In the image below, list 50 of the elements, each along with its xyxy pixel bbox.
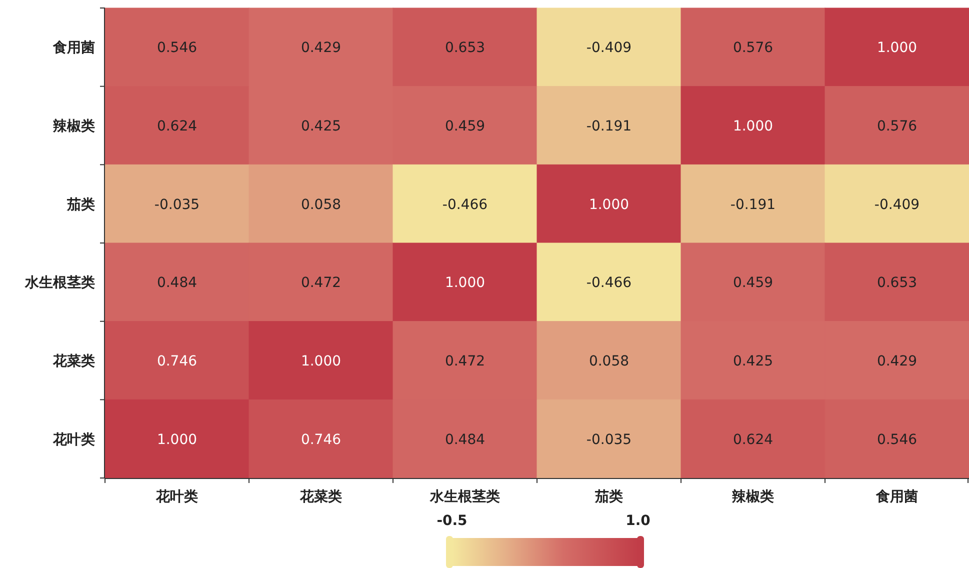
data-label: -0.191	[586, 118, 632, 134]
data-label: 0.484	[444, 432, 486, 448]
data-label: 1.000	[588, 196, 630, 213]
x-tick-label: 花菜类	[299, 489, 342, 505]
data-label: 1.000	[444, 275, 486, 292]
data-label: 0.624	[732, 432, 774, 448]
data-label: 0.425	[300, 118, 342, 134]
x-tick-label: 辣椒类	[731, 489, 774, 505]
data-label: -0.409	[874, 196, 920, 213]
data-label: 0.425	[732, 354, 774, 370]
y-tick-label: 辣椒类	[52, 118, 95, 134]
data-label: 0.459	[732, 275, 774, 292]
data-label: 0.546	[156, 40, 198, 56]
data-label: 0.576	[876, 118, 918, 134]
data-label: 0.484	[156, 275, 198, 292]
data-label: -0.466	[586, 275, 632, 292]
data-label: 0.653	[444, 40, 486, 56]
data-label: 0.624	[156, 118, 198, 134]
x-tick-label: 食用菌	[875, 489, 918, 505]
data-label: -0.191	[730, 196, 776, 213]
y-tick-label: 茄类	[66, 196, 95, 213]
data-label: 0.546	[876, 432, 918, 448]
data-label: 1.000	[732, 118, 774, 134]
data-label: 0.746	[300, 432, 342, 448]
color-bar-label: 1.0	[626, 513, 651, 529]
data-label: 1.000	[300, 354, 342, 370]
data-label: 1.000	[876, 40, 918, 56]
y-tick-label: 花叶类	[52, 432, 95, 448]
data-label: 0.058	[588, 354, 630, 370]
color-bar-label: -0.5	[436, 513, 468, 529]
y-tick-label: 食用菌	[52, 40, 95, 56]
data-label: 1.000	[156, 432, 198, 448]
data-label: 0.653	[876, 275, 918, 292]
data-label: -0.035	[154, 196, 200, 213]
y-tick-label: 水生根茎类	[24, 275, 95, 292]
data-label: 0.472	[300, 275, 342, 292]
data-label: 0.576	[732, 40, 774, 56]
data-label: -0.035	[586, 432, 632, 448]
y-tick-label: 花菜类	[52, 354, 95, 370]
data-label: 0.058	[300, 196, 342, 213]
data-label: 0.429	[300, 40, 342, 56]
data-label: -0.466	[442, 196, 488, 213]
x-tick-label: 花叶类	[155, 489, 198, 505]
data-label: 0.459	[444, 118, 486, 134]
data-label: 0.472	[444, 354, 486, 370]
x-tick-label: 茄类	[594, 489, 623, 505]
data-label: 0.746	[156, 354, 198, 370]
data-label: 0.429	[876, 354, 918, 370]
data-label: -0.409	[586, 40, 632, 56]
x-tick-label: 水生根茎类	[429, 489, 500, 505]
